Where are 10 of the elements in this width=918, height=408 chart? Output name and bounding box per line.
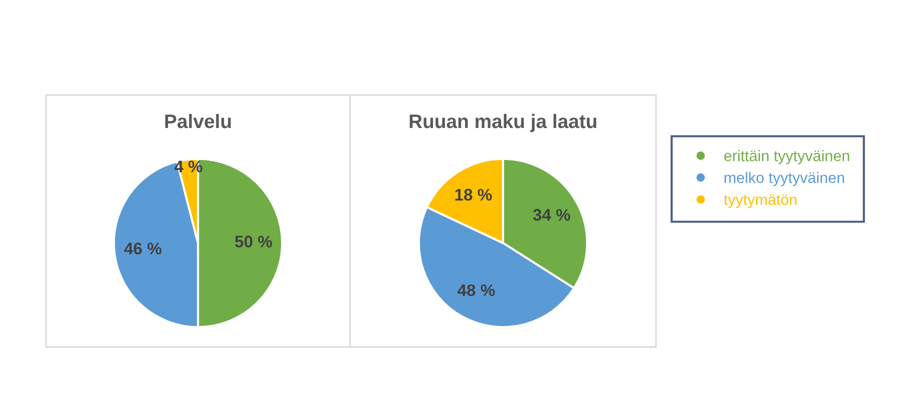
legend-label: erittäin tyytyväinen [724,150,850,164]
data-label: 50 % [235,236,272,248]
data-label: 18 % [455,188,492,201]
data-label: 46 % [124,242,162,254]
data-label: 34 % [533,208,570,221]
chart-title: Ruuan maku ja laatu [410,114,596,132]
legend-label: melko tyytyväinen [724,172,844,186]
data-label: 48 % [458,284,495,296]
legend-label: tyytymätön [724,194,796,208]
chart-title: Palvelu [165,114,231,128]
